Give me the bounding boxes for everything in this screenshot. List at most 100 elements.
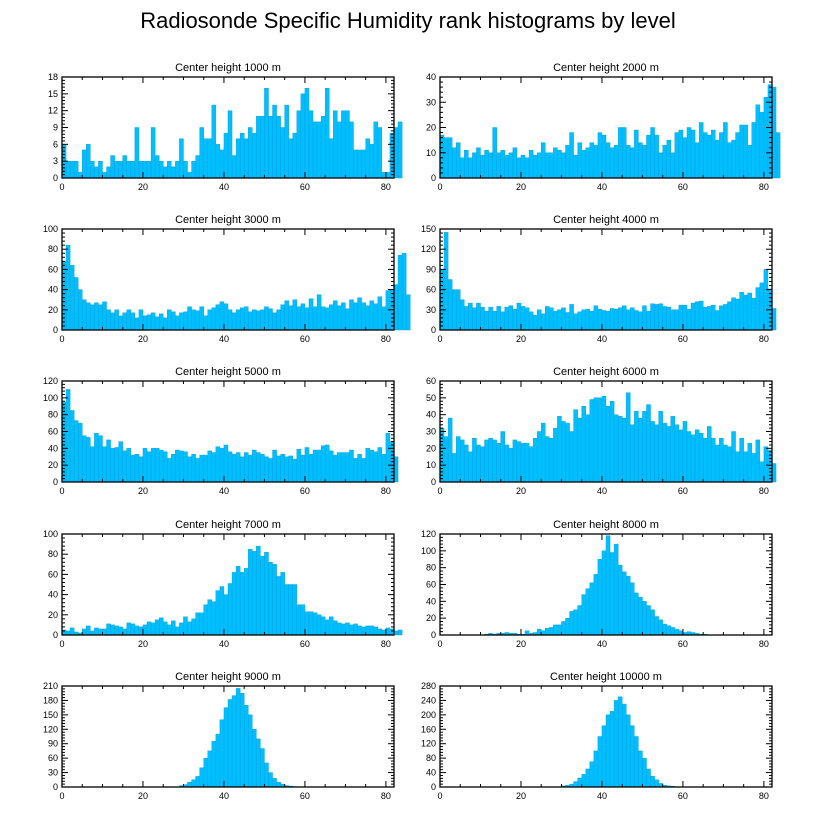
histogram-bar — [630, 147, 635, 179]
y-tick-label: 40 — [48, 443, 58, 453]
x-tick-label: 80 — [759, 486, 769, 496]
x-tick-label: 0 — [437, 639, 442, 649]
x-tick-label: 0 — [437, 182, 442, 192]
x-tick-label: 40 — [219, 486, 229, 496]
histogram-bar — [593, 574, 599, 636]
histogram-bar — [296, 306, 302, 331]
x-tick-label: 0 — [59, 639, 64, 649]
histogram-bar — [203, 138, 208, 179]
histogram-bar — [630, 582, 635, 636]
histogram-bar — [296, 110, 302, 179]
histogram-bar — [300, 604, 306, 636]
histogram-bar — [492, 310, 497, 331]
histogram-bar — [532, 155, 538, 179]
histogram-bar — [333, 300, 338, 331]
histogram-bar — [219, 301, 225, 331]
histogram-bar — [118, 441, 123, 483]
histogram-bar — [146, 451, 152, 483]
histogram-bar — [711, 129, 716, 179]
histogram-bar — [553, 624, 558, 636]
histogram-bar — [219, 149, 225, 179]
histogram-bar — [747, 292, 752, 331]
histogram-bar — [365, 138, 370, 179]
histogram-bar — [163, 166, 168, 179]
histogram-bar — [443, 436, 449, 483]
histogram-bar — [500, 150, 505, 179]
histogram-bar — [381, 172, 387, 179]
x-tick-label: 20 — [516, 486, 526, 496]
histogram-bar — [601, 550, 607, 636]
x-tick-label: 60 — [300, 639, 310, 649]
histogram-bar — [707, 426, 712, 483]
histogram-bar — [130, 312, 136, 331]
histogram-bar — [268, 308, 273, 331]
histogram-bar — [357, 149, 362, 179]
plot-frame — [61, 533, 395, 636]
histogram-bar — [304, 88, 310, 179]
histogram-bar — [638, 417, 643, 483]
histogram-bar — [609, 308, 615, 331]
panel-title: Center height 10000 m — [550, 671, 662, 683]
y-tick-label: 80 — [426, 563, 436, 573]
y-tick-label: 200 — [421, 710, 436, 720]
histogram-bar — [739, 292, 744, 331]
histogram-bar — [231, 572, 237, 636]
y-tick-label: 60 — [48, 569, 58, 579]
histogram-bar — [621, 305, 627, 331]
histogram-bar — [573, 409, 578, 483]
histogram-bar — [292, 132, 298, 179]
histogram-bar — [727, 446, 732, 483]
histogram-bar — [536, 152, 542, 179]
histogram-bar — [215, 304, 221, 331]
histogram-bar — [516, 441, 522, 483]
x-tick-label: 40 — [597, 639, 607, 649]
histogram-bar — [397, 629, 403, 636]
histogram-bar — [743, 124, 748, 179]
histogram-bar — [508, 152, 514, 179]
histogram-bar — [747, 144, 752, 179]
histogram-bar — [86, 302, 91, 331]
histogram-bar — [577, 142, 582, 179]
histogram-panel: Center height 8000 m 0 20 40 60 80 0 20 40 60 80 10… — [421, 519, 773, 649]
histogram-bar — [106, 309, 111, 331]
histogram-bar — [743, 294, 748, 331]
histogram-bar — [272, 312, 277, 331]
x-tick-label: 80 — [759, 182, 769, 192]
histogram-bar — [187, 621, 192, 636]
x-tick-label: 40 — [219, 182, 229, 192]
histogram-bar — [755, 287, 761, 331]
histogram-bar — [472, 307, 477, 331]
histogram-bar — [292, 459, 298, 483]
histogram-bar — [650, 303, 655, 331]
y-tick-label: 0 — [431, 325, 436, 335]
histogram-bar — [134, 454, 140, 483]
histogram-bar — [252, 729, 257, 788]
histogram-bar — [122, 155, 127, 179]
histogram-bar — [609, 401, 615, 483]
histogram-bar — [561, 621, 566, 636]
y-tick-label: 80 — [48, 244, 58, 254]
histogram-bar — [739, 438, 744, 483]
histogram-bar — [86, 437, 91, 483]
histogram-bar — [690, 129, 696, 179]
histogram-bar — [357, 625, 362, 636]
y-tick-label: 12 — [48, 106, 58, 116]
histogram-bar — [455, 142, 461, 179]
histogram-bar — [65, 389, 71, 483]
histogram-bar — [480, 306, 485, 331]
histogram-bar — [577, 311, 582, 331]
histogram-bar — [158, 160, 164, 179]
histogram-bar — [110, 155, 115, 179]
histogram-bar — [272, 564, 277, 636]
histogram-bar — [365, 305, 370, 331]
y-tick-label: 150 — [43, 710, 58, 720]
histogram-bar — [235, 138, 241, 179]
x-tick-label: 40 — [219, 334, 229, 344]
histogram-bar — [239, 456, 245, 483]
histogram-bar — [666, 139, 671, 179]
histogram-bar — [280, 304, 285, 331]
y-tick-label: 120 — [421, 244, 436, 254]
histogram-bar — [735, 298, 740, 331]
histogram-bar — [743, 451, 748, 483]
histogram-bar — [256, 545, 261, 636]
